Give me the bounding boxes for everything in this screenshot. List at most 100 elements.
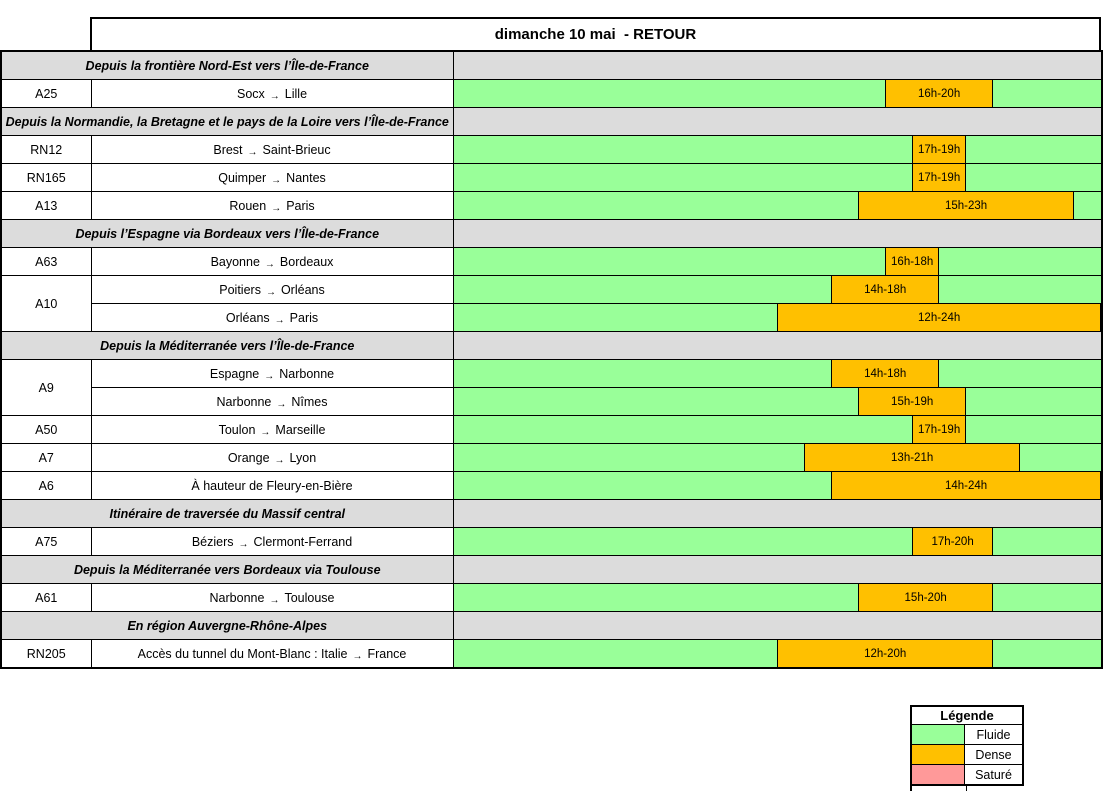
timeline-cell: 16h-20h — [452, 79, 1103, 108]
route-to: France — [367, 646, 407, 661]
section-row: Depuis la frontière Nord-Est vers l’Île-… — [0, 50, 1103, 80]
dense-traffic-bar: 17h-19h — [912, 164, 967, 191]
route-from: Narbonne — [209, 590, 265, 605]
dense-traffic-bar: 14h-18h — [831, 276, 940, 303]
route-from: Quimper — [218, 170, 267, 185]
route-from: Béziers — [191, 534, 234, 549]
table-row: RN12 Brest → Saint-Brieuc 17h-19h — [0, 135, 1103, 164]
table-row: A61 Narbonne → Toulouse 15h-20h — [0, 583, 1103, 612]
route-from: Rouen — [229, 198, 267, 213]
section-header: Depuis la Normandie, la Bretagne et le p… — [0, 107, 454, 136]
route-from: Poitiers — [219, 282, 261, 297]
right-arrow-icon: → — [269, 90, 280, 102]
timeline-cell: 14h-18h — [452, 359, 1103, 388]
section-timeline-cell — [452, 555, 1103, 584]
right-arrow-icon: → — [264, 258, 275, 270]
legend-item: Saturé — [912, 764, 1022, 784]
road-code: A6 — [0, 471, 92, 500]
route-from: Toulon — [218, 422, 256, 437]
table-row: A75 Béziers → Clermont-Ferrand 17h-20h — [0, 527, 1103, 556]
route-cell: Socx → Lille — [90, 79, 454, 108]
route-to: Lille — [284, 86, 308, 101]
section-row: En région Auvergne-Rhône-Alpes — [0, 611, 1103, 640]
timeline-cell: 17h-19h — [452, 415, 1103, 444]
timeline-cell: 15h-20h — [452, 583, 1103, 612]
road-code: A7 — [0, 443, 92, 472]
table-row: A50 Toulon → Marseille 17h-19h — [0, 415, 1103, 444]
right-arrow-icon: → — [247, 146, 258, 158]
table-row: A6 À hauteur de Fleury-en-Bière 14h-24h — [0, 471, 1103, 500]
right-arrow-icon: → — [274, 454, 285, 466]
dense-traffic-bar: 16h-20h — [885, 80, 994, 107]
timeline-cell: 17h-20h — [452, 527, 1103, 556]
timeline-cell: 14h-18h — [452, 275, 1103, 304]
right-arrow-icon: → — [269, 594, 280, 606]
route-from: Bayonne — [210, 254, 260, 269]
route-from: Narbonne — [216, 394, 272, 409]
legend-title: Légende — [912, 707, 1022, 725]
road-code: A13 — [0, 191, 92, 220]
route-cell: Orléans → Paris — [90, 303, 454, 332]
page-title-text: dimanche 10 mai - RETOUR — [494, 26, 697, 43]
dense-traffic-bar: 17h-19h — [912, 416, 967, 443]
legend-item-label: Dense — [965, 745, 1022, 764]
section-row: Depuis la Méditerranée vers Bordeaux via… — [0, 555, 1103, 584]
road-code: A75 — [0, 527, 92, 556]
right-arrow-icon: → — [264, 370, 275, 382]
road-code: A25 — [0, 79, 92, 108]
route-from: Accès du tunnel du Mont-Blanc : Italie — [137, 646, 348, 661]
route-cell: Orange → Lyon — [90, 443, 454, 472]
route-to: Lyon — [289, 450, 317, 465]
right-arrow-icon: → — [260, 426, 271, 438]
route-location: À hauteur de Fleury-en-Bière — [191, 478, 353, 493]
traffic-table: Depuis la frontière Nord-Est vers l’Île-… — [0, 50, 1104, 669]
route-cell: Brest → Saint-Brieuc — [90, 135, 454, 164]
table-row: A7 Orange → Lyon 13h-21h — [0, 443, 1103, 472]
route-from: Orange — [227, 450, 270, 465]
section-timeline-cell — [452, 50, 1103, 80]
timeline-cell: 17h-19h — [452, 163, 1103, 192]
route-to: Marseille — [275, 422, 326, 437]
timeline-cell: 12h-20h — [452, 639, 1103, 669]
section-header: Depuis la frontière Nord-Est vers l’Île-… — [0, 50, 454, 80]
dense-traffic-bar: 15h-23h — [858, 192, 1075, 219]
legend: Légende Fluide Dense Saturé — [910, 705, 1024, 786]
right-arrow-icon: → — [274, 314, 285, 326]
right-arrow-icon: → — [238, 538, 249, 550]
road-code: A9 — [0, 359, 92, 416]
road-code: A61 — [0, 583, 92, 612]
timeline-cell: 15h-19h — [452, 387, 1103, 416]
legend-next-row-stub — [910, 786, 967, 791]
route-cell: Toulon → Marseille — [90, 415, 454, 444]
dense-color-swatch — [912, 745, 965, 764]
timeline-cell: 13h-21h — [452, 443, 1103, 472]
route-cell: Narbonne → Nîmes — [90, 387, 454, 416]
dense-traffic-bar: 17h-19h — [912, 136, 967, 163]
route-to: Toulouse — [284, 590, 335, 605]
section-header: Depuis l’Espagne via Bordeaux vers l’Île… — [0, 219, 454, 248]
route-to: Paris — [289, 310, 319, 325]
section-header: Itinéraire de traversée du Massif centra… — [0, 499, 454, 528]
table-row: Narbonne → Nîmes 15h-19h — [1, 387, 1103, 416]
timeline-cell: 12h-24h — [452, 303, 1103, 332]
route-to: Narbonne — [279, 366, 335, 381]
right-arrow-icon: → — [352, 650, 363, 662]
legend-item-label: Saturé — [965, 765, 1022, 784]
section-header: Depuis la Méditerranée vers l’Île-de-Fra… — [0, 331, 454, 360]
section-timeline-cell — [452, 107, 1103, 136]
route-cell: Narbonne → Toulouse — [90, 583, 454, 612]
table-row: RN165 Quimper → Nantes 17h-19h — [0, 163, 1103, 192]
table-row: A10 Poitiers → Orléans 14h-18h — [0, 275, 1103, 332]
section-row: Itinéraire de traversée du Massif centra… — [0, 499, 1103, 528]
fluide-color-swatch — [912, 725, 965, 744]
route-to: Clermont-Ferrand — [253, 534, 353, 549]
dense-traffic-bar: 12h-20h — [777, 640, 994, 668]
road-code: A50 — [0, 415, 92, 444]
route-to: Bordeaux — [279, 254, 334, 269]
route-to: Paris — [286, 198, 315, 213]
route-from: Orléans — [225, 310, 270, 325]
table-row: Orléans → Paris 12h-24h — [1, 303, 1103, 332]
dense-traffic-bar: 14h-24h — [831, 472, 1101, 499]
route-from: Espagne — [209, 366, 260, 381]
route-cell: Rouen → Paris — [90, 191, 454, 220]
